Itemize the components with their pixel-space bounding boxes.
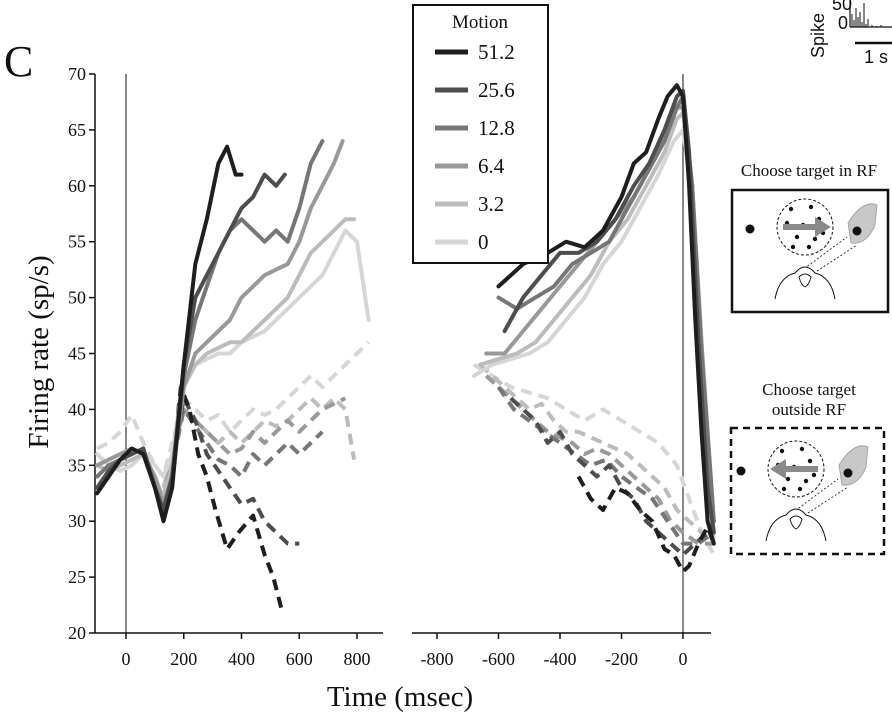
- aperture-circle: [767, 440, 825, 498]
- right-x-tick-label: -600: [482, 649, 515, 669]
- motion-dot: [781, 486, 787, 492]
- motion-dot: [794, 234, 800, 240]
- schematic-outside-rf-caption-line-2: outside RF: [772, 400, 846, 419]
- legend-entries: 51.2 25.6 12.8 6.4 3.2 0: [435, 40, 515, 254]
- series-layer: [95, 83, 716, 612]
- series-6-4-dashed-left: [161, 396, 347, 500]
- monkey-head-icon: [774, 266, 836, 300]
- motion-dot: [807, 458, 813, 464]
- y-axis-label: Firing rate (sp/s): [23, 255, 55, 448]
- monkey-face-icon: [798, 273, 812, 288]
- monkey-head-icon: [765, 508, 827, 542]
- series-3-2-dashed-left: [161, 396, 357, 489]
- schematic-target-outside-rf: Choose target outside RF: [729, 380, 886, 556]
- legend-label: 51.2: [478, 40, 515, 64]
- monkey-face-icon: [789, 515, 803, 530]
- x-axis-label: Time (msec): [327, 681, 473, 713]
- spike-inset-ylabel: Spike: [808, 13, 828, 58]
- motion-dot: [779, 448, 785, 454]
- left-x-tick-label: 600: [286, 649, 313, 669]
- rf-projection-lines: [791, 478, 849, 514]
- series-3-2-solid-left: [95, 217, 357, 501]
- spike-inset-histogram: [851, 3, 882, 27]
- series-12-8-dashed-right: [496, 385, 715, 546]
- legend-title: Motion: [452, 12, 508, 33]
- response-field-shape: [847, 203, 878, 244]
- schematic-outside-rf-caption-line-1: Choose target: [762, 380, 856, 399]
- y-tick-label: 60: [68, 176, 86, 196]
- right-x-tick-label: 0: [679, 649, 688, 669]
- series-12-8-dashed-left: [161, 407, 324, 511]
- motion-dot: [808, 204, 814, 210]
- legend: Motion 51.2 25.6 12.8 6.4 3.2 0: [412, 4, 549, 264]
- spike-inset-tick-50: 50: [832, 0, 852, 14]
- y-tick-label: 35: [68, 455, 86, 475]
- y-tick-label: 65: [68, 120, 86, 140]
- left-x-tick-label: 400: [228, 649, 255, 669]
- target-left: [745, 224, 755, 234]
- y-tick-label: 25: [68, 567, 86, 587]
- motion-dot: [806, 244, 812, 250]
- legend-label: 3.2: [478, 192, 504, 216]
- schematic-in-rf-frame: [730, 188, 890, 314]
- schematic-outside-rf-frame: [729, 426, 886, 556]
- spike-inset-scalebar-label: 1 s: [864, 47, 888, 67]
- schematic-outside-rf-drawing: [736, 440, 869, 542]
- series-0-dashed-left: [96, 340, 370, 479]
- spike-inset-tick-0: 0: [838, 13, 848, 33]
- left-axes: 20 25 30 35 40 45 50 55 60 65 70 0 200 400 600 800: [68, 64, 383, 669]
- series-51-2-solid-right: [496, 83, 716, 546]
- series-12-8-solid-right: [496, 94, 716, 524]
- motion-dot: [788, 206, 794, 212]
- y-tick-label: 45: [68, 344, 86, 364]
- motion-arrow-icon: [783, 217, 831, 237]
- y-tick-label: 70: [68, 64, 86, 84]
- series-51-2-dashed-right: [576, 475, 716, 574]
- left-x-tick-label: 0: [122, 649, 131, 669]
- motion-dot: [803, 478, 809, 484]
- series-3-2-dashed-right: [478, 363, 716, 546]
- y-tick-label: 30: [68, 511, 86, 531]
- aperture-circle: [776, 198, 834, 256]
- left-x-tick-label: 800: [344, 649, 371, 669]
- spike-inset: Spike 50 0 1 s: [808, 0, 892, 67]
- legend-label: 0: [478, 230, 489, 254]
- schematic-in-rf-drawing: [745, 198, 878, 300]
- y-tick-label: 55: [68, 232, 86, 252]
- motion-arrow-icon: [770, 459, 818, 479]
- series-0-dashed-right: [472, 362, 716, 556]
- right-x-tick-label: -200: [605, 649, 638, 669]
- motion-dot: [797, 486, 803, 492]
- motion-dot: [812, 236, 818, 242]
- series-25-6-dashed-left: [161, 396, 300, 546]
- motion-dot: [799, 446, 805, 452]
- right-x-tick-label: -800: [421, 649, 454, 669]
- panel-label: C: [4, 37, 33, 86]
- schematic-in-rf-caption: Choose target in RF: [741, 161, 877, 180]
- legend-label: 6.4: [478, 154, 505, 178]
- schematic-target-in-rf: Choose target in RF: [730, 161, 890, 314]
- legend-label: 12.8: [478, 116, 515, 140]
- motion-dot: [790, 244, 796, 250]
- y-tick-label: 20: [68, 623, 86, 643]
- rf-projection-lines: [800, 236, 858, 272]
- right-x-tick-label: -400: [544, 649, 577, 669]
- right-axes: -800 -600 -400 -200 0: [412, 74, 711, 669]
- series-51-2-solid-left: [95, 144, 244, 524]
- target-left: [736, 466, 746, 476]
- response-field-shape: [838, 445, 869, 486]
- target-right: [852, 226, 862, 236]
- motion-dot: [785, 476, 791, 482]
- y-tick-label: 50: [68, 288, 86, 308]
- motion-dot: [811, 472, 817, 478]
- legend-frame: [412, 4, 549, 264]
- series-0-solid-left: [95, 228, 371, 479]
- y-tick-label: 40: [68, 399, 86, 419]
- series-25-6-dashed-right: [509, 396, 714, 557]
- left-x-tick-label: 200: [170, 649, 197, 669]
- target-right: [843, 468, 853, 478]
- legend-label: 25.6: [478, 78, 515, 102]
